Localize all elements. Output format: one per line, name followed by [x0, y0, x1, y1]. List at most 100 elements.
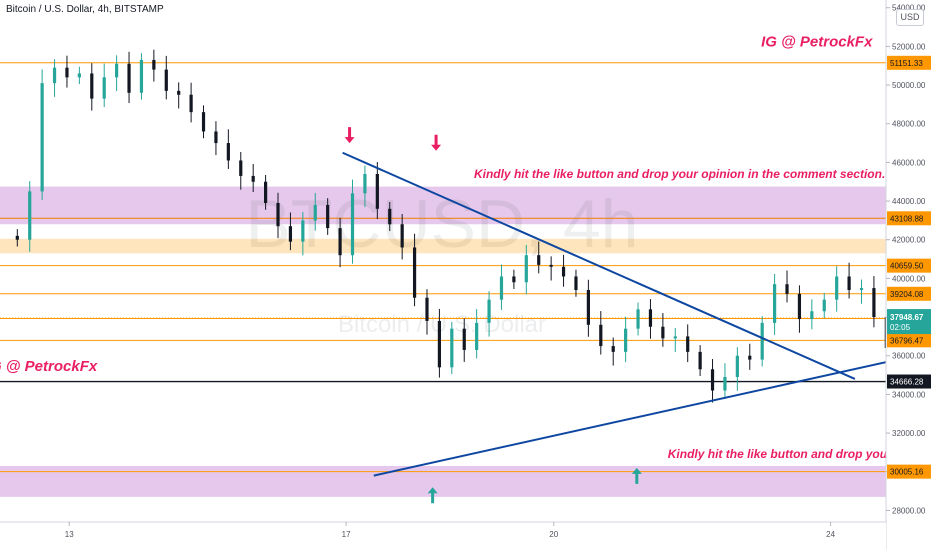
candle-body [524, 255, 528, 283]
candle-body [549, 264, 553, 267]
candle-body [115, 63, 119, 78]
candle-body [773, 284, 777, 323]
candle-body [102, 77, 106, 99]
time-tick-label: 24 [826, 530, 835, 539]
watermark-symbol: BTCUSD, 4h [246, 186, 639, 262]
candle-body [648, 309, 653, 327]
price-tick-label: 28000.00 [892, 506, 926, 515]
candle-body [363, 174, 367, 194]
candle-body [611, 346, 615, 352]
candle-body [499, 276, 504, 300]
candle-body [164, 69, 168, 91]
level-badge [887, 464, 931, 479]
watermark-name: Bitcoin / U.S. Dollar [338, 311, 546, 338]
candle-body [350, 193, 355, 256]
candle-body [561, 266, 566, 277]
candle-body [301, 220, 305, 242]
candle-body [599, 324, 603, 347]
candle-body [189, 94, 193, 113]
candle-body [636, 309, 640, 329]
candle-body [735, 355, 739, 377]
up-arrow-icon [631, 467, 642, 484]
time-tick-label: 20 [549, 530, 558, 539]
candle-body [412, 247, 417, 298]
candle-body [475, 322, 479, 350]
level-badge [887, 258, 931, 273]
down-arrow-icon [344, 127, 355, 144]
candle-body [810, 311, 814, 319]
candle-body [574, 276, 578, 290]
price-tick-label: 36000.00 [892, 352, 926, 361]
annotation-text-0: IG @ PetrockFx [761, 33, 873, 50]
level-badge [887, 286, 931, 301]
price-tick-label: 42000.00 [892, 236, 926, 245]
candle-body [710, 369, 715, 391]
level-badge [887, 211, 931, 226]
level-badge-label: 39204.08 [890, 290, 924, 299]
price-tick-label: 50000.00 [892, 81, 926, 90]
candle-body [90, 73, 94, 99]
price-tick-label: 34000.00 [892, 390, 926, 399]
candle-body [251, 175, 255, 182]
trendline-0 [342, 151, 856, 380]
time-tick-label: 17 [342, 530, 351, 539]
level-badge-label: 43108.88 [890, 214, 924, 223]
candle-body [425, 297, 429, 321]
price-tick-label: 52000.00 [892, 42, 926, 51]
candle-body [139, 59, 144, 93]
candle-body [487, 299, 491, 323]
level-badge-label: 30005.16 [890, 468, 924, 477]
zone-1 [0, 238, 886, 254]
price-axis-bg [886, 0, 932, 550]
candle-body [239, 160, 243, 176]
level-badge-label: 40659.50 [890, 262, 924, 271]
candle-body [313, 204, 317, 221]
candle-body [686, 336, 690, 352]
candle-body [822, 299, 826, 312]
level-badge-label: 51151.33 [890, 59, 923, 68]
candle-body [723, 377, 727, 391]
annotation-text-1: IG @ PetrockFx [0, 358, 98, 375]
candle-body [698, 351, 702, 370]
candle-body [15, 235, 19, 240]
candle-body [388, 208, 392, 225]
level-badge-label: 34666.28 [890, 378, 924, 387]
candle-body [847, 276, 851, 290]
candle-body [152, 59, 156, 70]
candle-body [338, 228, 342, 256]
candle-body [400, 224, 404, 248]
candle-body [748, 355, 752, 360]
candle-body [276, 203, 280, 227]
level-badge [887, 333, 931, 348]
price-tick-label: 32000.00 [892, 429, 926, 438]
last-price-badge [887, 309, 931, 335]
candle-body [512, 276, 516, 283]
annotation-text-3: Kindly hit the like button and drop your… [474, 167, 932, 181]
candle-body [375, 174, 379, 209]
price-tick-label: 54000.00 [892, 4, 926, 13]
candle-body [835, 276, 839, 300]
candle-body [214, 131, 218, 144]
time-tick-label: 13 [65, 530, 74, 539]
candle-body [77, 73, 81, 78]
candle-body [462, 328, 466, 350]
annotation-text-4: Kindly hit the like button and drop your… [668, 447, 932, 461]
price-tick-label: 44000.00 [892, 197, 926, 206]
currency-badge[interactable]: USD [896, 9, 924, 26]
level-badge [887, 55, 931, 70]
candle-body [859, 288, 864, 290]
candle-body [760, 322, 764, 360]
candle-body [201, 112, 206, 132]
candle-body [263, 181, 268, 203]
price-tick-label: 48000.00 [892, 120, 926, 129]
candle-body [127, 63, 131, 93]
candles-group [15, 49, 926, 403]
last-price-label: 37948.67 [890, 313, 924, 322]
candle-body [326, 204, 330, 229]
candle-body [872, 288, 876, 318]
symbol-title: Bitcoin / U.S. Dollar, 4h, BITSTAMP [6, 4, 164, 15]
trendline-1 [373, 350, 932, 477]
candle-body [450, 328, 454, 368]
